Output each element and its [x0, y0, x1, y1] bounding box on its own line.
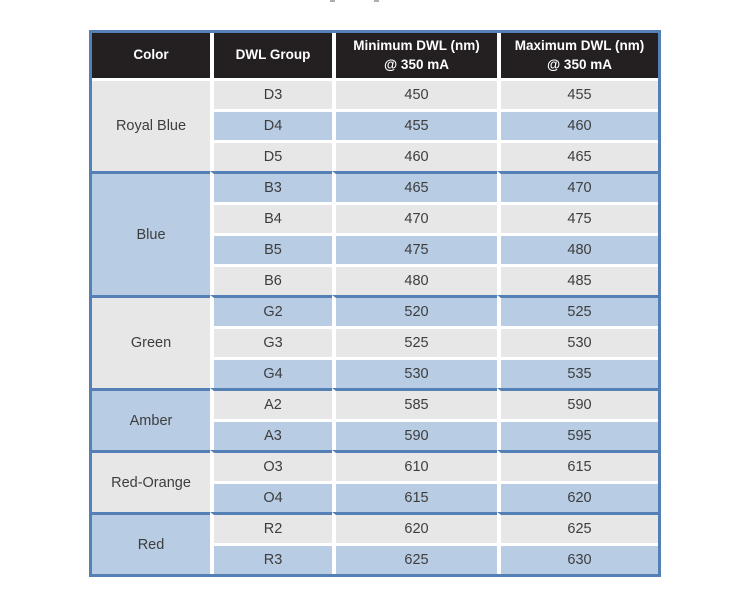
max-dwl-cell: 525 — [497, 295, 658, 326]
min-dwl-cell: 530 — [332, 357, 497, 388]
header-max-dwl: Maximum DWL (nm) @ 350 mA — [497, 33, 658, 81]
dwl-group-cell: A3 — [210, 419, 332, 450]
max-dwl-cell: 465 — [497, 140, 658, 171]
table-row: B5 475 480 — [92, 233, 658, 264]
header-dwl-group: DWL Group — [210, 33, 332, 81]
color-cell: Blue — [92, 171, 210, 295]
dwl-group-cell: B4 — [210, 202, 332, 233]
table-row: Amber A2 585 590 — [92, 388, 658, 450]
max-dwl-cell: 475 — [497, 202, 658, 233]
min-dwl-cell: 620 — [332, 512, 497, 543]
table-row: Royal Blue D3 450 455 — [92, 81, 658, 171]
max-dwl-cell: 530 — [497, 326, 658, 357]
max-dwl-cell: 590 — [497, 388, 658, 419]
min-dwl-cell: 450 — [332, 81, 497, 109]
min-dwl-cell: 475 — [332, 233, 497, 264]
header-min-dwl: Minimum DWL (nm) @ 350 mA — [332, 33, 497, 81]
header-color: Color — [92, 33, 210, 81]
max-dwl-cell: 615 — [497, 450, 658, 481]
max-dwl-cell: 535 — [497, 357, 658, 388]
min-dwl-cell: 625 — [332, 543, 497, 574]
min-dwl-cell: 465 — [332, 171, 497, 202]
max-dwl-cell: 485 — [497, 264, 658, 295]
max-dwl-cell: 460 — [497, 109, 658, 140]
dwl-group-cell: O3 — [210, 450, 332, 481]
cropped-text-artifact — [330, 0, 335, 2]
max-dwl-cell: 480 — [497, 233, 658, 264]
dwl-group-cell: O4 — [210, 481, 332, 512]
dwl-group-cell: B5 — [210, 233, 332, 264]
max-dwl-cell: 625 — [497, 512, 658, 543]
table-row: O4 615 620 — [92, 481, 658, 512]
color-cell: Amber — [92, 388, 210, 450]
min-dwl-cell: 615 — [332, 481, 497, 512]
table-row: B4 470 475 — [92, 202, 658, 233]
header-row: Color DWL Group Minimum DWL (nm) @ 350 m… — [92, 33, 658, 81]
dwl-group-cell: R3 — [210, 543, 332, 574]
dwl-group-cell: R2 — [210, 512, 332, 543]
dwl-group-table: Color DWL Group Minimum DWL (nm) @ 350 m… — [89, 30, 661, 577]
cropped-text-artifact — [374, 0, 379, 2]
min-dwl-cell: 525 — [332, 326, 497, 357]
min-dwl-cell: 585 — [332, 388, 497, 419]
dwl-group-cell: G4 — [210, 357, 332, 388]
table-row: D5 460 465 — [92, 140, 658, 171]
max-dwl-cell: 620 — [497, 481, 658, 512]
min-dwl-cell: 470 — [332, 202, 497, 233]
max-dwl-cell: 630 — [497, 543, 658, 574]
max-dwl-cell: 595 — [497, 419, 658, 450]
dwl-group-cell: G3 — [210, 326, 332, 357]
min-dwl-cell: 590 — [332, 419, 497, 450]
dwl-group-cell: D4 — [210, 109, 332, 140]
dwl-group-cell: B3 — [210, 171, 332, 202]
color-cell: Red — [92, 512, 210, 574]
table-row: G3 525 530 — [92, 326, 658, 357]
table-body: Royal Blue D3 450 455 D4 455 460 D5 460 465 Blue B3… — [92, 81, 658, 574]
color-cell: Green — [92, 295, 210, 388]
table-header: Color DWL Group Minimum DWL (nm) @ 350 m… — [92, 33, 658, 81]
dwl-group-cell: G2 — [210, 295, 332, 326]
table-row: Red R2 620 625 — [92, 512, 658, 574]
dwl-group-cell: D5 — [210, 140, 332, 171]
min-dwl-cell: 520 — [332, 295, 497, 326]
min-dwl-cell: 460 — [332, 140, 497, 171]
table-row: Green G2 520 525 — [92, 295, 658, 388]
table-row: D4 455 460 — [92, 109, 658, 140]
max-dwl-cell: 455 — [497, 81, 658, 109]
color-cell: Red-Orange — [92, 450, 210, 512]
dwl-group-cell: D3 — [210, 81, 332, 109]
min-dwl-cell: 480 — [332, 264, 497, 295]
dwl-group-cell: B6 — [210, 264, 332, 295]
table-row: R3 625 630 — [92, 543, 658, 574]
max-dwl-cell: 470 — [497, 171, 658, 202]
table-row: G4 530 535 — [92, 357, 658, 388]
min-dwl-cell: 610 — [332, 450, 497, 481]
dwl-group-cell: A2 — [210, 388, 332, 419]
table-row: A3 590 595 — [92, 419, 658, 450]
table-row: B6 480 485 — [92, 264, 658, 295]
color-cell: Royal Blue — [92, 81, 210, 171]
table-row: Red-Orange O3 610 615 — [92, 450, 658, 512]
table-row: Blue B3 465 470 — [92, 171, 658, 295]
min-dwl-cell: 455 — [332, 109, 497, 140]
